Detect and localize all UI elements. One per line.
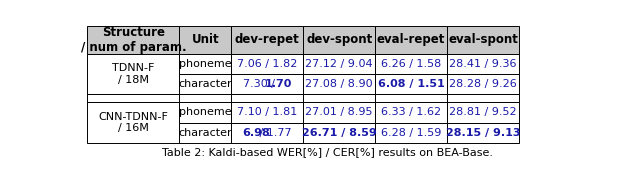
- Text: 7.06 / 1.82: 7.06 / 1.82: [237, 59, 298, 69]
- Bar: [231, 123, 303, 143]
- Bar: [231, 54, 303, 74]
- Bar: [179, 123, 231, 143]
- Bar: [88, 26, 179, 54]
- Text: 28.81 / 9.52: 28.81 / 9.52: [449, 107, 517, 117]
- Bar: [447, 94, 519, 102]
- Text: 28.41 / 9.36: 28.41 / 9.36: [449, 59, 516, 69]
- Bar: [375, 54, 447, 74]
- Text: eval-repet: eval-repet: [377, 33, 445, 46]
- Bar: [447, 26, 519, 54]
- Bar: [375, 26, 447, 54]
- Text: 6.26 / 1.58: 6.26 / 1.58: [381, 59, 441, 69]
- Bar: [375, 123, 447, 143]
- Text: 27.12 / 9.04: 27.12 / 9.04: [305, 59, 373, 69]
- Text: eval-spont: eval-spont: [448, 33, 518, 46]
- Text: 1.70: 1.70: [265, 79, 292, 89]
- Text: 27.01 / 8.95: 27.01 / 8.95: [305, 107, 373, 117]
- Text: 7.30 /: 7.30 /: [243, 79, 278, 89]
- Text: 6.33 / 1.62: 6.33 / 1.62: [381, 107, 441, 117]
- Bar: [375, 74, 447, 94]
- Text: / 1.77: / 1.77: [256, 128, 291, 138]
- Text: 28.15 / 9.13: 28.15 / 9.13: [445, 128, 520, 138]
- Text: 6.98: 6.98: [242, 128, 270, 138]
- Bar: [88, 94, 179, 102]
- Text: character: character: [179, 79, 232, 89]
- Text: TDNN-F
/ 18M: TDNN-F / 18M: [112, 63, 154, 85]
- Text: Unit: Unit: [191, 33, 219, 46]
- Bar: [447, 123, 519, 143]
- Bar: [303, 54, 375, 74]
- Bar: [303, 102, 375, 123]
- Bar: [231, 102, 303, 123]
- Bar: [303, 74, 375, 94]
- Bar: [303, 123, 375, 143]
- Text: character: character: [179, 128, 232, 138]
- Bar: [179, 54, 231, 74]
- Bar: [179, 94, 231, 102]
- Bar: [231, 94, 303, 102]
- Text: 26.71 / 8.59: 26.71 / 8.59: [302, 128, 376, 138]
- Text: Table 2: Kaldi-based WER[%] / CER[%] results on BEA-Base.: Table 2: Kaldi-based WER[%] / CER[%] res…: [163, 147, 493, 157]
- Bar: [303, 94, 375, 102]
- Bar: [447, 54, 519, 74]
- Bar: [447, 74, 519, 94]
- Bar: [179, 102, 231, 123]
- Text: phoneme: phoneme: [179, 107, 232, 117]
- Bar: [179, 74, 231, 94]
- Text: dev-repet: dev-repet: [235, 33, 300, 46]
- Bar: [375, 102, 447, 123]
- Bar: [88, 54, 179, 94]
- Bar: [447, 102, 519, 123]
- Text: 7.10 / 1.81: 7.10 / 1.81: [237, 107, 298, 117]
- Text: 6.28 / 1.59: 6.28 / 1.59: [381, 128, 441, 138]
- Bar: [303, 26, 375, 54]
- Text: 27.08 / 8.90: 27.08 / 8.90: [305, 79, 373, 89]
- Text: 6.08 / 1.51: 6.08 / 1.51: [378, 79, 444, 89]
- Bar: [231, 74, 303, 94]
- Bar: [88, 102, 179, 143]
- Text: dev-spont: dev-spont: [306, 33, 372, 46]
- Bar: [179, 26, 231, 54]
- Text: 28.28 / 9.26: 28.28 / 9.26: [449, 79, 517, 89]
- Text: phoneme: phoneme: [179, 59, 232, 69]
- Text: Structure
/ num of param.: Structure / num of param.: [81, 26, 186, 54]
- Text: CNN-TDNN-F
/ 16M: CNN-TDNN-F / 16M: [99, 112, 168, 133]
- Bar: [231, 26, 303, 54]
- Bar: [375, 94, 447, 102]
